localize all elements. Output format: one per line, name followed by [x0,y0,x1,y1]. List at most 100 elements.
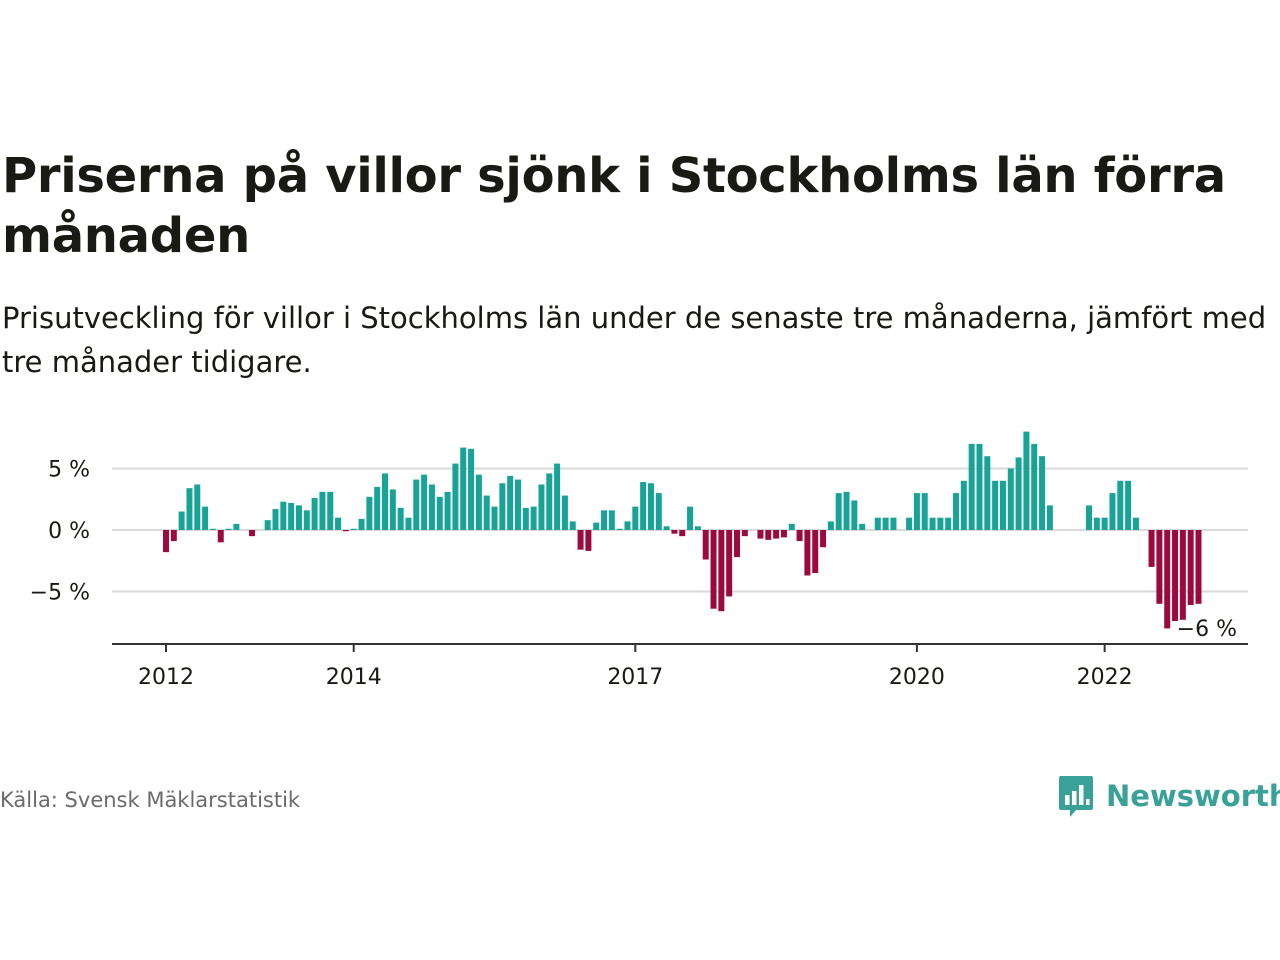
bar [350,528,357,530]
bar [624,521,631,530]
bar [663,526,670,530]
bar [342,530,349,532]
bar [546,473,553,530]
bar [593,522,600,530]
bar [421,474,428,530]
bar [718,530,725,612]
bar [780,530,787,538]
bar [765,530,772,540]
bar [655,493,662,530]
bar [1117,480,1124,530]
bar [1125,480,1132,530]
bar [632,506,639,530]
bar [358,518,365,530]
bar [874,517,881,530]
bar [209,528,216,530]
bar [1046,505,1053,530]
bar [601,510,608,530]
bar [264,520,271,530]
bar [1195,530,1202,604]
bar [1007,468,1014,530]
bar [945,517,952,530]
bar [295,505,302,530]
bar [992,480,999,530]
chart-subtitle: Prisutveckling för villor i Stockholms l… [2,301,1267,379]
bar [491,506,498,530]
bar [976,443,983,530]
bar [812,530,819,574]
bar [773,530,780,539]
bar [608,510,615,530]
chart-title: Priserna på villor sjönk i Stockholms lä… [2,148,1226,264]
bar [859,523,866,530]
x-tick-label: 2020 [889,665,945,690]
bar [311,498,318,530]
bar [1179,530,1186,620]
bar [444,491,451,530]
bar [984,456,991,530]
bar [710,530,717,609]
bar [804,530,811,576]
bar [280,501,287,530]
bar [999,480,1006,530]
bar [475,474,482,530]
bar-chart-speech-bubble-icon [1059,776,1093,817]
bar [577,530,584,550]
bar [796,530,803,542]
bar-chart: 5 % 0 % −5 % 2012 2014 2017 2020 2022 −6 % [30,431,1248,691]
bar [671,530,678,534]
bar [163,530,169,553]
bar [397,507,404,530]
bar [413,479,420,530]
bar [1039,456,1046,530]
bar [968,443,975,530]
bar [335,517,342,530]
bar [647,483,654,530]
bar [428,484,435,530]
bar [452,463,459,530]
bar [882,517,889,530]
brand-name: Newsworthy [1106,779,1280,813]
bar [327,491,334,530]
bar [843,491,850,530]
bar [288,502,295,530]
bar [741,530,748,537]
y-tick-label: −5 % [30,581,90,606]
bar [953,493,960,530]
bar [178,511,185,530]
bar [507,475,514,530]
bar [405,517,412,530]
bar [374,486,381,530]
bar [272,509,279,530]
last-value-annotation: −6 % [1177,617,1237,642]
bar [702,530,709,560]
x-tick-label: 2017 [607,665,663,690]
bar [937,517,944,530]
y-tick-label: 5 % [48,458,90,483]
bar [757,530,764,539]
bar [1086,505,1092,530]
bar [585,530,592,551]
bar [694,526,701,530]
bar [913,493,920,530]
bar [530,506,537,530]
y-tick-label: 0 % [48,519,90,544]
newsworthy-logo[interactable]: Newsworthy [1058,774,1280,818]
bar [554,463,561,530]
source-note: Källa: Svensk Mäklarstatistik [0,788,301,812]
bar [960,480,967,530]
bar [569,521,576,530]
bar [679,530,686,537]
bars [163,431,1202,629]
bar [366,496,373,530]
bar [499,483,506,530]
bar [249,530,256,537]
bar [640,482,647,530]
bar [1132,517,1139,530]
bar [522,507,529,530]
labels: 5 % 0 % −5 % 2012 2014 2017 2020 2022 −6 % [30,458,1240,691]
x-tick-label: 2012 [138,665,194,690]
bar [538,484,545,530]
bar [906,517,913,530]
bar [1093,517,1100,530]
